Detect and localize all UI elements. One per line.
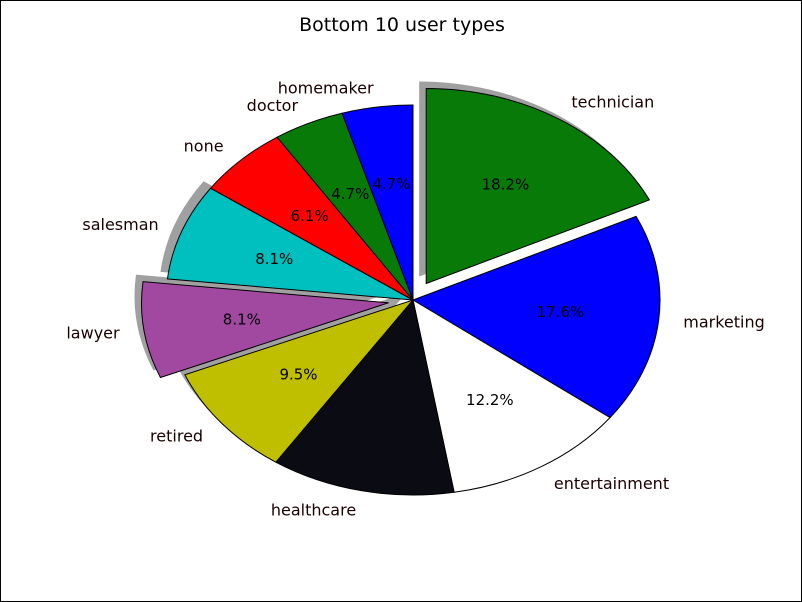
category-label-entertainment: entertainment bbox=[554, 474, 669, 493]
slice-technician bbox=[425, 88, 651, 285]
category-label-marketing: marketing bbox=[683, 312, 765, 331]
category-label-none: none bbox=[184, 137, 224, 156]
category-label-lawyer: lawyer bbox=[66, 324, 120, 343]
percent-label-entertainment: 12.2% bbox=[466, 391, 514, 409]
slice-lawyer bbox=[141, 281, 389, 379]
percent-label-homemaker: 4.7% bbox=[372, 175, 410, 193]
category-label-salesman: salesman bbox=[82, 215, 158, 234]
percent-label-none: 6.1% bbox=[291, 207, 329, 225]
percent-label-marketing: 17.6% bbox=[537, 303, 585, 321]
percent-label-doctor: 4.7% bbox=[331, 185, 369, 203]
category-label-technician: technician bbox=[571, 93, 654, 112]
slice-marketing bbox=[411, 215, 661, 419]
slice-retired bbox=[184, 298, 415, 463]
slice-salesman bbox=[166, 187, 414, 301]
category-label-homemaker: homemaker bbox=[278, 78, 374, 97]
percent-label-lawyer: 8.1% bbox=[223, 310, 261, 328]
category-labels: technician marketing entertainment healthca… bbox=[66, 78, 764, 519]
chart-title: Bottom 10 user types bbox=[299, 14, 505, 36]
percent-labels: 18.2%17.6%12.2%9.5%8.1%8.1%6.1%4.7%4.7% bbox=[223, 175, 584, 409]
category-label-healthcare: healthcare bbox=[271, 500, 356, 519]
category-label-retired: retired bbox=[150, 427, 203, 446]
percent-label-technician: 18.2% bbox=[482, 176, 530, 194]
percent-label-salesman: 8.1% bbox=[255, 250, 293, 268]
slice-healthcare bbox=[275, 298, 455, 496]
slice-homemaker bbox=[341, 104, 414, 301]
percent-label-retired: 9.5% bbox=[279, 365, 317, 383]
slice-entertainment bbox=[412, 298, 611, 493]
slice-wedges bbox=[141, 88, 661, 496]
category-label-doctor: doctor bbox=[247, 96, 299, 115]
